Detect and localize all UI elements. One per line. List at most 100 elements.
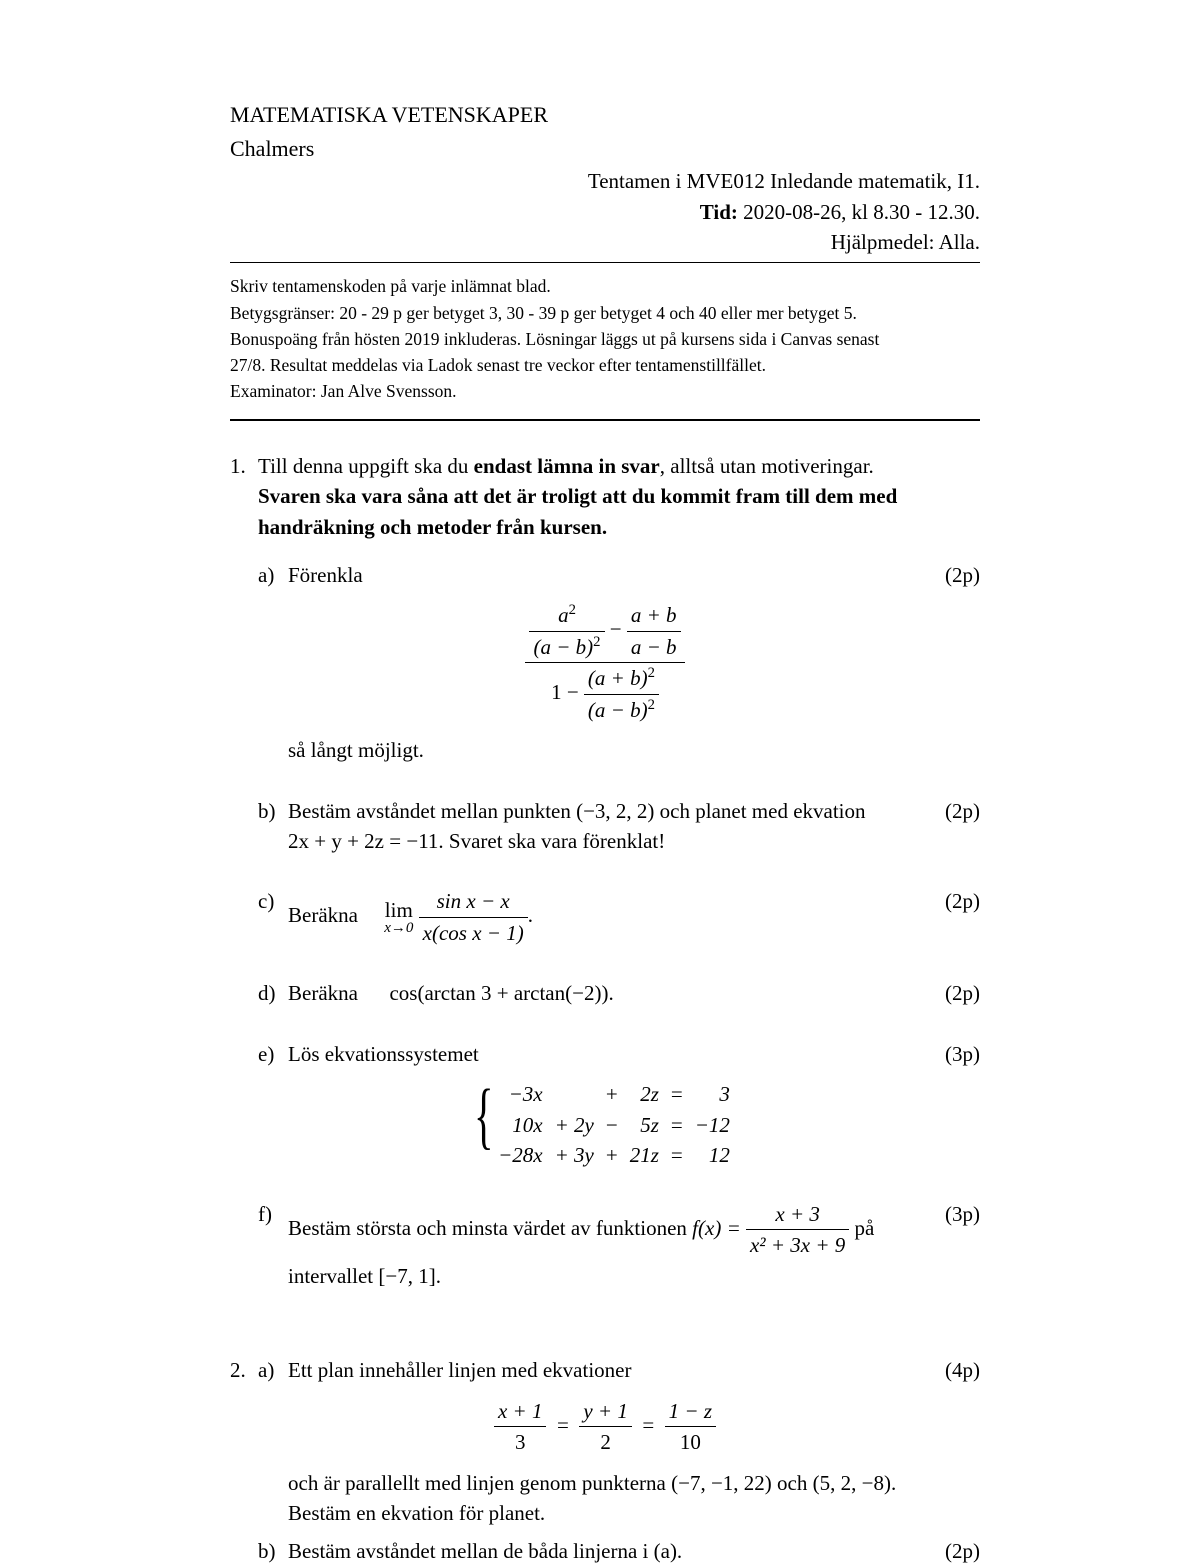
sub-label: c)	[258, 886, 288, 916]
q1e: e) Lös ekvationssystemet (3p)	[258, 1039, 980, 1069]
math: 10	[665, 1426, 716, 1457]
math: x + 3	[746, 1199, 849, 1229]
math: a − b	[627, 631, 681, 662]
cell: =	[665, 1110, 689, 1140]
aids-line: Hjälpmedel: Alla.	[230, 228, 980, 256]
points: (2p)	[932, 796, 980, 826]
cell: −3x	[492, 1079, 549, 1109]
cell: 10x	[492, 1110, 549, 1140]
q1-number: 1.	[230, 451, 258, 481]
points: (2p)	[932, 560, 980, 590]
text: på	[849, 1216, 874, 1240]
math: x→0	[384, 921, 413, 937]
cell: =	[665, 1140, 689, 1170]
q2: 2. a) Ett plan innehåller linjen med ekv…	[230, 1355, 980, 1567]
points: (4p)	[932, 1355, 980, 1385]
time-line: Tid: 2020-08-26, kl 8.30 - 12.30.	[230, 198, 980, 226]
sub-label: e)	[258, 1039, 288, 1069]
text: intervallet [−7, 1].	[288, 1261, 932, 1291]
q1b: b) Bestäm avståndet mellan punkten (−3, …	[258, 796, 980, 857]
dept-line: MATEMATISKA VETENSKAPER	[230, 100, 980, 130]
sub-label: f)	[258, 1199, 288, 1229]
math: (a − b)	[588, 698, 648, 722]
cell: +	[600, 1079, 624, 1109]
instr-line: Betygsgränser: 20 - 29 p ger betyget 3, …	[230, 300, 980, 326]
q2a-text: Ett plan innehåller linjen med ekvatione…	[288, 1355, 932, 1385]
time-label: Tid:	[700, 200, 738, 224]
math: 2	[579, 1426, 632, 1457]
instr-line: 27/8. Resultat meddelas via Ladok senast…	[230, 352, 980, 378]
math: (a + b)	[588, 666, 648, 690]
q1a-formula: a2(a − b)2 − a + ba − b 1 − (a + b)2(a −…	[230, 600, 980, 725]
math: sin x − x	[419, 886, 528, 916]
sub-label: b)	[258, 1536, 288, 1566]
q2a-after2: Bestäm en ekvation för planet.	[288, 1498, 932, 1528]
divider-thin	[230, 262, 980, 263]
math: y + 1	[579, 1396, 632, 1426]
points: (2p)	[932, 978, 980, 1008]
math: x + 1	[494, 1396, 547, 1426]
q2a-eq: x + 13 = y + 12 = 1 − z10	[230, 1396, 980, 1458]
math: a + b	[627, 600, 681, 630]
cell: +	[600, 1140, 624, 1170]
math: lim	[384, 899, 413, 921]
sub-label: a)	[258, 1355, 288, 1385]
divider-thick	[230, 419, 980, 421]
sub-label: d)	[258, 978, 288, 1008]
text-bold: Svaren ska vara såna att det är troligt …	[258, 484, 897, 538]
q1-intro: Till denna uppgift ska du endast lämna i…	[258, 451, 932, 542]
q1a: a) Förenkla (2p)	[258, 560, 980, 590]
text: .	[528, 903, 533, 927]
cell: =	[665, 1079, 689, 1109]
q1e-system: { −3x + 2z = 3 10x + 2y − 5z	[230, 1079, 980, 1179]
q1f-body: Bestäm största och minsta värdet av funk…	[288, 1199, 932, 1291]
q1d: d) Beräkna cos(arctan 3 + arctan(−2)). (…	[258, 978, 980, 1008]
cell: −	[600, 1110, 624, 1140]
math: x² + 3x + 9	[746, 1229, 849, 1260]
points: (3p)	[932, 1199, 980, 1229]
instr-line: Examinator: Jan Alve Svensson.	[230, 378, 980, 404]
q1c: c) Beräkna lim x→0 sin x − x x(cos x − 1…	[258, 886, 980, 948]
eq-system-table: −3x + 2z = 3 10x + 2y − 5z = −12	[492, 1079, 736, 1170]
cell: 21z	[624, 1140, 665, 1170]
q1d-text: Beräkna cos(arctan 3 + arctan(−2)).	[288, 978, 932, 1008]
math: 3	[494, 1426, 547, 1457]
q1: 1. Till denna uppgift ska du endast lämn…	[230, 451, 980, 1292]
cell: −12	[689, 1110, 736, 1140]
text: , alltså utan motiveringar.	[660, 454, 874, 478]
text-bold: endast lämna in svar	[474, 454, 660, 478]
sub-label: b)	[258, 796, 288, 826]
cell	[549, 1079, 600, 1109]
sub-label: a)	[258, 560, 288, 590]
instructions-block: Skriv tentamenskoden på varje inlämnat b…	[230, 273, 980, 404]
math: a	[558, 603, 569, 627]
school-line: Chalmers	[230, 134, 980, 164]
q1a-after: så långt möjligt.	[288, 735, 932, 765]
cell: 3	[689, 1079, 736, 1109]
instr-line: Skriv tentamenskoden på varje inlämnat b…	[230, 273, 980, 299]
points: (2p)	[932, 886, 980, 916]
cell: + 2y	[549, 1110, 600, 1140]
q1b-line2: 2x + y + 2z = −11. Svaret ska vara fören…	[288, 826, 932, 856]
math: (a − b)	[533, 635, 593, 659]
cell: + 3y	[549, 1140, 600, 1170]
q1f: f) Bestäm största och minsta värdet av f…	[258, 1199, 980, 1291]
points: (3p)	[932, 1039, 980, 1069]
cell: 12	[689, 1140, 736, 1170]
q2-number: 2.	[230, 1355, 258, 1385]
q2b: b) Bestäm avståndet mellan de båda linje…	[230, 1536, 980, 1566]
q1a-text: Förenkla	[288, 560, 932, 590]
cell: −28x	[492, 1140, 549, 1170]
q2b-text: Bestäm avståndet mellan de båda linjerna…	[288, 1536, 932, 1566]
time-value: 2020-08-26, kl 8.30 - 12.30.	[743, 200, 980, 224]
q1b-line1: Bestäm avståndet mellan punkten (−3, 2, …	[288, 796, 932, 826]
points: (2p)	[932, 1536, 980, 1566]
cell: 2z	[624, 1079, 665, 1109]
text: Till denna uppgift ska du	[258, 454, 474, 478]
math: 1 − z	[665, 1396, 716, 1426]
math: f(x) =	[692, 1216, 746, 1240]
q2a-after1: och är parallellt med linjen genom punkt…	[288, 1468, 932, 1498]
instr-line: Bonuspoäng från hösten 2019 inkluderas. …	[230, 326, 980, 352]
course-line: Tentamen i MVE012 Inledande matematik, I…	[230, 167, 980, 195]
q1e-text: Lös ekvationssystemet	[288, 1039, 932, 1069]
